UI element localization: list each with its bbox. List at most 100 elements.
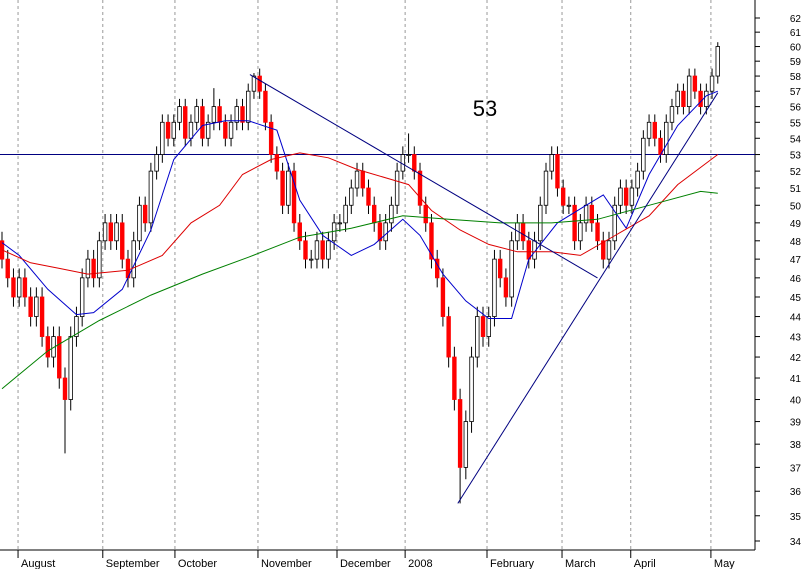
- y-tick-label: 49: [790, 219, 802, 230]
- candle-body: [68, 336, 73, 400]
- candle-body: [612, 204, 617, 242]
- y-tick-label: 37: [790, 463, 802, 474]
- candle-body: [337, 222, 343, 225]
- candle-body: [446, 316, 451, 358]
- candle-body: [16, 277, 22, 298]
- candle-body: [148, 170, 154, 224]
- candle-body: [274, 154, 280, 172]
- candle-body: [440, 277, 446, 317]
- candle-body: [555, 154, 560, 189]
- candle-body: [280, 170, 285, 206]
- candle-body: [303, 240, 308, 260]
- candle-body: [412, 154, 417, 172]
- y-tick-label: 61: [790, 28, 802, 39]
- candle-body: [34, 296, 39, 317]
- candle-body: [372, 204, 377, 224]
- y-tick-label: 62: [790, 14, 802, 25]
- y-tick-label: 45: [790, 293, 802, 304]
- y-tick-label: 40: [790, 396, 802, 407]
- candle-body: [566, 204, 572, 207]
- y-tick-label: 60: [790, 43, 802, 54]
- y-tick-label: 35: [790, 512, 802, 523]
- candle-body: [652, 121, 657, 139]
- y-tick-label: 56: [790, 103, 802, 114]
- candle-body: [22, 277, 28, 298]
- candle-body: [85, 258, 91, 279]
- candle-body: [263, 90, 268, 123]
- candle-body: [635, 170, 640, 189]
- candle-body: [297, 222, 302, 242]
- y-tick-label: 55: [790, 118, 802, 129]
- candle-body: [217, 106, 222, 123]
- candle-body: [623, 187, 629, 206]
- y-tick-label: 38: [790, 440, 802, 451]
- candle-body: [578, 222, 583, 242]
- x-tick-label: February: [490, 558, 535, 569]
- candle-body: [480, 316, 486, 337]
- annotation: 53: [473, 96, 497, 121]
- candle-body: [629, 187, 635, 206]
- candle-body: [503, 277, 509, 298]
- candle-body: [469, 356, 474, 422]
- y-tick-label: 58: [790, 72, 802, 83]
- candle-body: [177, 106, 182, 123]
- candle-body: [257, 75, 262, 92]
- y-tick-label: 39: [790, 418, 802, 429]
- candle-body: [165, 121, 171, 139]
- candle-body: [434, 258, 440, 279]
- candle-body: [120, 222, 125, 260]
- y-tick-label: 41: [790, 374, 802, 385]
- candle-body: [251, 75, 257, 92]
- candle-body: [423, 204, 428, 224]
- x-tick-label: November: [261, 558, 312, 569]
- candle-body: [406, 154, 411, 156]
- candle-body: [618, 187, 623, 206]
- candle-body: [268, 121, 274, 155]
- candle-body: [475, 316, 480, 358]
- candle-body: [160, 121, 165, 155]
- candle-body: [664, 121, 669, 155]
- candle-body: [360, 170, 365, 189]
- candle-body: [641, 137, 646, 172]
- candle-body: [246, 90, 251, 123]
- candle-body: [497, 258, 503, 279]
- candle-body: [211, 106, 217, 123]
- candle-body: [549, 154, 554, 172]
- candle-body: [5, 258, 10, 279]
- y-tick-label: 57: [790, 87, 802, 98]
- candle-body: [595, 222, 600, 242]
- candle-body: [675, 90, 680, 108]
- candle-body: [601, 240, 606, 260]
- candle-body: [709, 75, 715, 92]
- candle-body: [62, 377, 68, 400]
- candle-body: [188, 121, 194, 139]
- candle-body: [366, 187, 371, 206]
- candle-body: [326, 240, 331, 260]
- candle-body: [669, 106, 675, 123]
- candle-body: [137, 204, 142, 242]
- x-tick-label: August: [21, 558, 55, 569]
- y-tick-label: 48: [790, 237, 802, 248]
- candle-body: [183, 106, 188, 139]
- candle-body: [698, 90, 703, 108]
- y-tick-label: 36: [790, 487, 802, 498]
- candle-body: [692, 75, 698, 92]
- candle-body: [171, 121, 176, 139]
- candle-body: [354, 170, 360, 189]
- y-tick-label: 50: [790, 201, 802, 212]
- y-tick-label: 34: [790, 537, 802, 548]
- candle-body: [240, 106, 245, 123]
- x-tick-label: March: [565, 558, 596, 569]
- candle-body: [200, 106, 205, 139]
- y-tick-label: 51: [790, 184, 802, 195]
- y-tick-label: 46: [790, 274, 802, 285]
- candle-body: [39, 296, 45, 337]
- candle-body: [97, 240, 102, 279]
- trendline: [457, 92, 719, 504]
- candle-body: [57, 336, 62, 379]
- candle-body: [194, 106, 199, 123]
- candle-body: [509, 240, 514, 298]
- y-tick-label: 42: [790, 353, 802, 364]
- candle-body: [154, 154, 159, 172]
- candle-body: [286, 170, 291, 206]
